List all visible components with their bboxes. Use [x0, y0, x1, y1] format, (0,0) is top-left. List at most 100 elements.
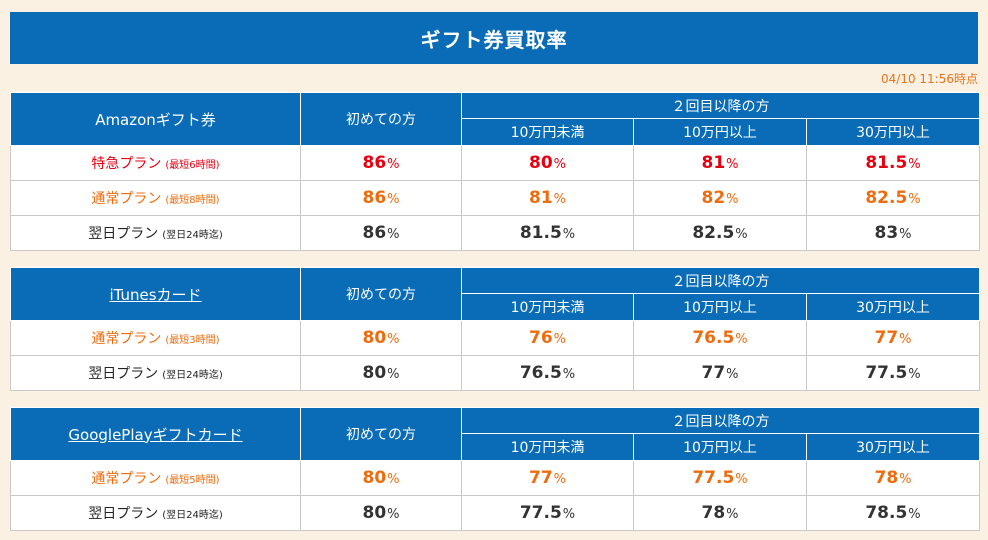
plan-name: 特急プラン — [91, 156, 162, 172]
rate-value: 82.5 — [865, 188, 908, 208]
rate-value: 80 — [362, 503, 387, 523]
card-name-header[interactable]: GooglePlayギフトカード — [10, 407, 301, 461]
table-row: 特急プラン (最短6時間) 86% 80% 81% 81.5% — [10, 145, 980, 181]
percent-sign: % — [908, 192, 921, 207]
table-row: 通常プラン (最短5時間) 80% 77% 77.5% 78% — [10, 460, 980, 496]
first-time-header: 初めての方 — [300, 92, 462, 146]
card-name-header: Amazonギフト券 — [10, 92, 301, 146]
rate-value: 86 — [362, 153, 387, 173]
rate-value: 81.5 — [519, 223, 562, 243]
rate-value-cell: 83% — [806, 215, 980, 251]
percent-sign: % — [387, 472, 400, 487]
amount-tier-header-1: 10万円未満 — [461, 433, 634, 461]
rate-table: GooglePlayギフトカード 初めての方 ２回目以降の方 10万円未満 10万円以上… — [10, 407, 980, 531]
amount-tier-header-1: 10万円未満 — [461, 118, 634, 146]
rate-value: 77 — [528, 468, 553, 488]
rate-value: 82.5 — [692, 223, 735, 243]
rate-table: iTunesカード 初めての方 ２回目以降の方 10万円未満 10万円以上 30万円以上通… — [10, 267, 980, 391]
repeat-customer-header: ２回目以降の方 — [461, 267, 980, 294]
percent-sign: % — [899, 227, 912, 242]
card-name-header[interactable]: iTunesカード — [10, 267, 301, 321]
rate-value-cell: 76.5% — [633, 320, 807, 356]
card-name-link[interactable]: iTunesカード — [109, 285, 202, 304]
plan-cell: 翌日プラン (翌日24時迄) — [10, 495, 301, 531]
plan-name: 翌日プラン — [88, 366, 159, 382]
percent-sign: % — [735, 472, 748, 487]
rate-value-cell: 82.5% — [806, 180, 980, 216]
percent-sign: % — [553, 192, 567, 207]
table-row: 通常プラン (最短8時間) 86% 81% 82% 82.5% — [10, 180, 980, 216]
rate-value: 76 — [528, 328, 553, 348]
amount-tier-header-3: 30万円以上 — [806, 293, 980, 321]
rate-value-cell: 77.5% — [806, 355, 980, 391]
rate-value-cell: 80% — [461, 145, 634, 181]
rate-value: 78.5 — [865, 503, 908, 523]
percent-sign: % — [908, 507, 921, 522]
percent-sign: % — [735, 332, 748, 347]
first-time-header: 初めての方 — [300, 267, 462, 321]
table-row: 翌日プラン (翌日24時迄) 86% 81.5% 82.5% 83% — [10, 215, 980, 251]
plan-name: 翌日プラン — [88, 506, 159, 522]
plan-cell: 翌日プラン (翌日24時迄) — [10, 355, 301, 391]
plan-time-note: (最短6時間) — [165, 160, 220, 171]
percent-sign: % — [387, 332, 400, 347]
rate-value-cell: 81% — [461, 180, 634, 216]
rate-value-cell: 77.5% — [461, 495, 634, 531]
table-row: 翌日プラン (翌日24時迄) 80% 77.5% 78% 78.5% — [10, 495, 980, 531]
rate-value-cell: 77% — [806, 320, 980, 356]
rate-value: 86 — [362, 188, 387, 208]
rate-value: 82 — [701, 188, 726, 208]
rate-value-cell: 80% — [300, 460, 462, 496]
rate-value: 86 — [362, 223, 387, 243]
percent-sign: % — [553, 157, 567, 172]
rate-value-cell: 86% — [300, 215, 462, 251]
percent-sign: % — [387, 507, 400, 522]
rate-value-cell: 81.5% — [461, 215, 634, 251]
rate-value-cell: 81% — [633, 145, 807, 181]
plan-cell: 翌日プラン (翌日24時迄) — [10, 215, 301, 251]
percent-sign: % — [562, 507, 576, 522]
amount-tier-header-2: 10万円以上 — [633, 293, 807, 321]
rate-value-cell: 81.5% — [806, 145, 980, 181]
rate-value-cell: 77% — [461, 460, 634, 496]
percent-sign: % — [735, 227, 748, 242]
plan-cell: 通常プラン (最短8時間) — [10, 180, 301, 216]
rate-value: 83 — [874, 223, 899, 243]
table-row: 翌日プラン (翌日24時迄) 80% 76.5% 77% 77.5% — [10, 355, 980, 391]
plan-name: 翌日プラン — [88, 226, 159, 242]
plan-time-note: (最短3時間) — [165, 335, 220, 346]
rate-value-cell: 77.5% — [633, 460, 807, 496]
rate-value: 78 — [701, 503, 726, 523]
plan-cell: 通常プラン (最短5時間) — [10, 460, 301, 496]
percent-sign: % — [553, 472, 567, 487]
percent-sign: % — [899, 472, 912, 487]
rate-value: 77 — [874, 328, 899, 348]
rate-value: 77 — [701, 363, 726, 383]
rate-value: 81.5 — [865, 153, 908, 173]
percent-sign: % — [726, 157, 739, 172]
card-name-link[interactable]: GooglePlayギフトカード — [68, 425, 243, 444]
table-row: 通常プラン (最短3時間) 80% 76% 76.5% 77% — [10, 320, 980, 356]
rate-value-cell: 77% — [633, 355, 807, 391]
rate-value: 80 — [362, 363, 387, 383]
rate-value: 77.5 — [865, 363, 908, 383]
rate-value: 81 — [701, 153, 726, 173]
percent-sign: % — [387, 192, 400, 207]
rate-value-cell: 78% — [633, 495, 807, 531]
percent-sign: % — [387, 157, 400, 172]
repeat-customer-header: ２回目以降の方 — [461, 92, 980, 119]
repeat-customer-header: ２回目以降の方 — [461, 407, 980, 434]
amount-tier-header-2: 10万円以上 — [633, 118, 807, 146]
percent-sign: % — [562, 367, 576, 382]
plan-name: 通常プラン — [91, 191, 162, 207]
percent-sign: % — [387, 227, 400, 242]
amount-tier-header-2: 10万円以上 — [633, 433, 807, 461]
rate-value: 81 — [528, 188, 553, 208]
percent-sign: % — [553, 332, 567, 347]
plan-time-note: (最短8時間) — [165, 195, 220, 206]
rate-value: 80 — [362, 468, 387, 488]
rate-value: 76.5 — [519, 363, 562, 383]
percent-sign: % — [562, 227, 576, 242]
amount-tier-header-3: 30万円以上 — [806, 433, 980, 461]
rate-value-cell: 80% — [300, 320, 462, 356]
